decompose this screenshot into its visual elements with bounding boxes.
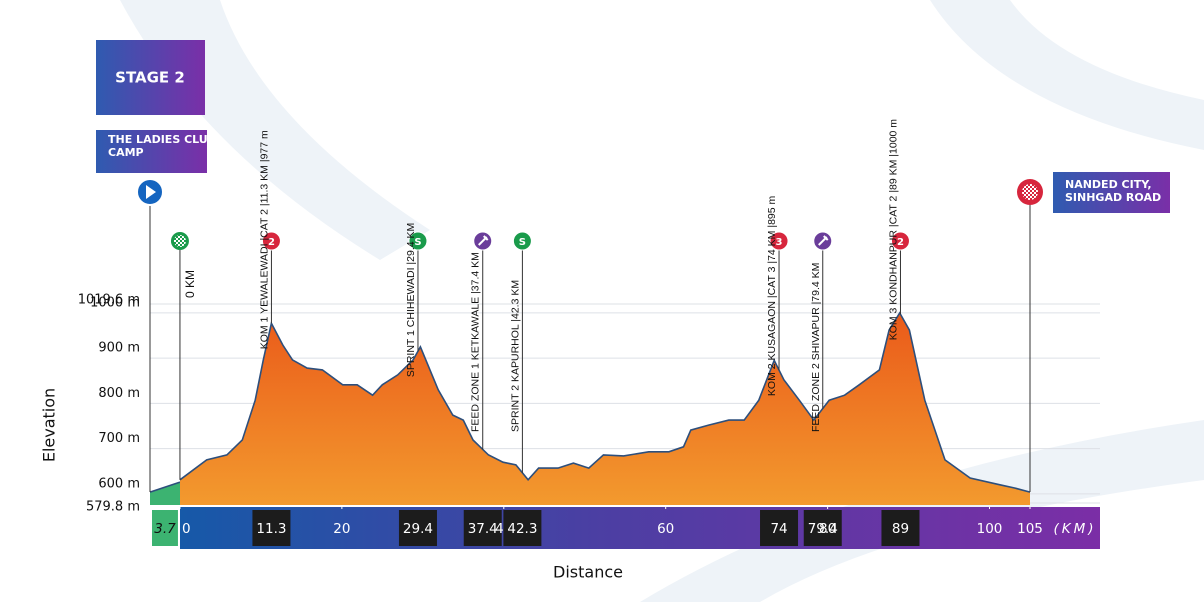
annotation-icon [769, 231, 789, 251]
x-tick-label: 105 [1017, 521, 1043, 537]
annotation-marker: 3 [776, 237, 783, 248]
x-tick-label: 37.4 [468, 521, 498, 537]
x-tick-box [803, 510, 842, 546]
profile-area [180, 312, 1030, 505]
zero-km-icon-check [173, 235, 186, 247]
x-tick-box [881, 510, 920, 546]
neutral-tick-box [152, 510, 178, 546]
annotation-marker: 2 [268, 237, 275, 248]
x-tick-box [463, 510, 502, 546]
y-axis-title: Elevation [40, 388, 59, 462]
x-tick-label: 29.4 [403, 521, 433, 537]
x-tick-label: 80 [819, 521, 836, 537]
x-tick-box [503, 510, 542, 546]
x-tick-label: 74 [770, 521, 787, 537]
x-tick-label: 3.7 [154, 521, 176, 537]
y-tick-label: 800 m [98, 386, 140, 401]
annotation-marker: S [414, 237, 421, 248]
annotation-icon [408, 231, 428, 251]
annotation-label: KOM 1 YEWALEWADI |CAT 2 |11.3 KM |977 m [258, 130, 270, 349]
y-tick-label: 579.8 m [86, 500, 140, 515]
annotation-icon [512, 231, 532, 251]
y-tick-label: 600 m [98, 476, 140, 491]
x-tick-label: 100 [977, 521, 1003, 537]
x-tick-box [398, 510, 437, 546]
annotation-label: SPRINT 2 KAPURHOL |42.3 KM [509, 280, 521, 432]
start-icon-arrow [146, 185, 156, 199]
x-unit-label: (KM) [1053, 521, 1096, 537]
annotation-icon [261, 231, 281, 251]
y-tick-label: 900 m [98, 341, 140, 356]
x-tick-label: 0 [182, 521, 191, 537]
zero-km-label: 0 KM [183, 270, 197, 298]
x-tick-label: 79.4 [808, 521, 838, 537]
x-tick-label: 89 [892, 521, 909, 537]
x-tick-box [252, 510, 291, 546]
x-tick-label: 60 [657, 521, 674, 537]
feed-icon [478, 235, 489, 246]
annotation-icon [890, 231, 910, 251]
y-tick-label: 700 m [98, 431, 140, 446]
profile-area [150, 482, 180, 505]
finish-box [1053, 172, 1170, 213]
start-box [96, 130, 207, 173]
annotation-label: FEED ZONE 2 SHIVAPUR |79.4 KM [810, 263, 822, 432]
annotation-marker: S [519, 237, 526, 248]
y-tick-label: 1019.6 m [78, 293, 140, 308]
title-box [96, 40, 205, 115]
profile-line [149, 481, 181, 493]
x-axis-title: Distance [553, 563, 623, 582]
annotation-label: FEED ZONE 1 KETKAWALE |37.4 KM [470, 252, 482, 432]
chart-title: STAGE 2 [115, 69, 185, 87]
profile-line [179, 311, 1031, 493]
feed-icon [818, 235, 829, 246]
background-shape [930, 0, 1204, 150]
x-tick-label: 11.3 [256, 521, 286, 537]
annotation-label: KOM 2 KUSAGAON |CAT 3 |74 KM |895 m [766, 195, 778, 396]
x-tick-label: 42.3 [507, 521, 537, 537]
annotation-label: KOM 3 KONDHANPUR |CAT 2 |89 KM |1000 m [887, 119, 899, 341]
distance-bar [179, 507, 1101, 549]
start-label: THE LADIES CLUB, CAMP [108, 133, 220, 159]
annotation-label: SPRINT 1 CHIHEWADI |29.4 KM [405, 223, 417, 377]
y-tick-label: 1000 m [90, 295, 140, 310]
finish-icon-check [1022, 184, 1038, 200]
x-tick-box [760, 510, 799, 546]
finish-label: NANDED CITY, SINHGAD ROAD [1065, 178, 1161, 204]
x-tick-label: 20 [333, 521, 350, 537]
annotation-marker: 2 [897, 237, 904, 248]
